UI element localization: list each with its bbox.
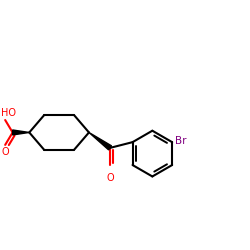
Text: O: O bbox=[1, 147, 9, 157]
Text: Br: Br bbox=[175, 136, 187, 146]
Polygon shape bbox=[13, 130, 29, 135]
Text: O: O bbox=[106, 173, 114, 183]
Text: HO: HO bbox=[1, 108, 16, 118]
Polygon shape bbox=[89, 132, 112, 150]
